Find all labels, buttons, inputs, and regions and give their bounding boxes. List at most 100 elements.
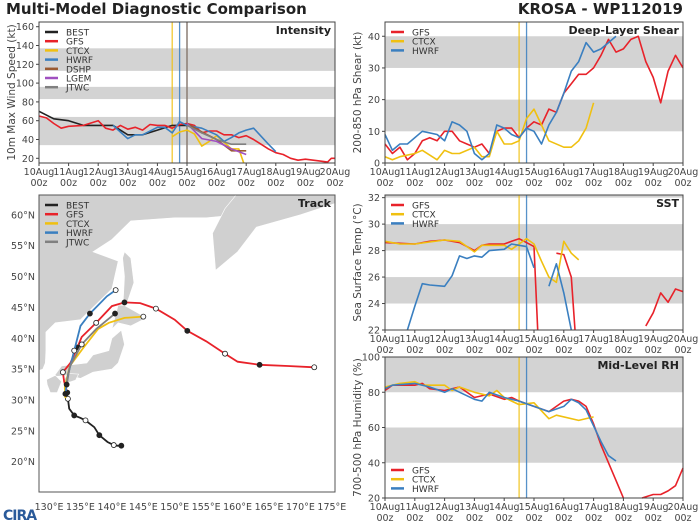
track-marker — [71, 412, 78, 419]
lon-tick-label: 145°E — [129, 502, 158, 513]
x-tick-label: 20Aug — [668, 334, 699, 345]
y-tick-label: 40 — [368, 458, 380, 469]
y-axis-label: 200-850 hPa Shear (kt) — [352, 32, 364, 154]
land-kyushu — [46, 374, 62, 393]
series-line-jtwc — [186, 124, 247, 145]
land-layer — [39, 195, 335, 393]
legend-label: HWRF — [66, 56, 93, 66]
x-tick-label: 00z — [30, 178, 47, 189]
x-tick-label: 00z — [406, 345, 423, 356]
series-line-ctcx — [384, 237, 580, 284]
intensity-panel: 2040608010012014016010Aug00z11Aug00z12Au… — [6, 21, 351, 189]
x-tick-label: 12Aug — [83, 167, 114, 178]
lon-tick-label: 140°E — [97, 502, 126, 513]
x-tick-label: 11Aug — [399, 167, 430, 178]
x-tick-label: 18Aug — [608, 167, 639, 178]
figure-title: Multi-Model Diagnostic Comparison — [6, 0, 307, 18]
x-tick-label: 00z — [119, 178, 136, 189]
series-line-ctcx — [171, 129, 245, 164]
x-tick-label: 10Aug — [24, 167, 55, 178]
legend-label: CTCX — [412, 476, 436, 486]
legend-label: GFS — [412, 467, 430, 477]
x-tick-label: 20Aug — [320, 167, 351, 178]
x-tick-label: 20Aug — [668, 167, 699, 178]
lon-tick-label: 165°E — [255, 502, 284, 513]
x-tick-label: 10Aug — [370, 167, 401, 178]
x-tick-label: 18Aug — [608, 502, 639, 513]
x-tick-label: 00z — [585, 513, 602, 524]
track-marker — [87, 310, 93, 317]
lon-tick-label: 150°E — [160, 502, 189, 513]
lat-tick-label: 30°N — [11, 395, 35, 406]
x-tick-label: 00z — [436, 513, 453, 524]
plot-frame — [38, 194, 336, 493]
y-axis-label: 700-500 hPa Humidity (%) — [352, 358, 364, 497]
lon-tick-label: 160°E — [223, 502, 252, 513]
lat-tick-label: 35°N — [11, 365, 35, 376]
legend-label: DSHP — [66, 65, 91, 75]
y-axis-label: 10m Max Wind Speed (kt) — [6, 24, 18, 160]
track-marker — [152, 305, 159, 312]
x-tick-label: 12Aug — [429, 502, 460, 513]
x-tick-label: 11Aug — [53, 167, 84, 178]
x-tick-label: 00z — [466, 178, 483, 189]
x-tick-label: 00z — [645, 178, 662, 189]
x-tick-label: 19Aug — [638, 334, 669, 345]
lat-tick-label: 60°N — [11, 210, 35, 221]
x-tick-label: 00z — [525, 345, 542, 356]
land-kamchatka — [212, 195, 335, 271]
y-tick-label: 28 — [368, 246, 380, 257]
x-tick-label: 14Aug — [489, 334, 520, 345]
track-marker — [59, 369, 66, 376]
legend-label: BEST — [66, 202, 90, 212]
cira-logo: CIRA — [3, 508, 37, 524]
legend-label: GFS — [412, 202, 430, 212]
shading-band — [385, 357, 683, 393]
y-tick-label: 30 — [368, 63, 380, 74]
track-marker — [110, 442, 117, 448]
legend-label: CTCX — [66, 47, 90, 57]
lon-tick-label: 130°E — [35, 502, 64, 513]
x-tick-label: 00z — [406, 513, 423, 524]
x-tick-label: 13Aug — [459, 334, 490, 345]
x-tick-label: 17Aug — [578, 334, 609, 345]
x-tick-label: 18Aug — [608, 334, 639, 345]
series-line-gfs — [384, 35, 684, 161]
x-tick-label: 00z — [615, 345, 632, 356]
y-tick-label: 60 — [368, 423, 380, 434]
panel-title: Mid-Level RH — [597, 359, 679, 372]
y-tick-label: 24 — [368, 299, 380, 310]
x-tick-label: 12Aug — [429, 167, 460, 178]
legend-label: CTCX — [412, 211, 436, 221]
x-tick-label: 16Aug — [548, 167, 579, 178]
legend-label: CTCX — [66, 220, 90, 230]
x-tick-label: 11Aug — [399, 502, 430, 513]
x-tick-label: 19Aug — [638, 502, 669, 513]
x-tick-label: 00z — [555, 345, 572, 356]
track-marker — [311, 364, 318, 371]
x-tick-label: 13Aug — [112, 167, 143, 178]
x-tick-label: 16Aug — [201, 167, 232, 178]
x-tick-label: 00z — [496, 513, 513, 524]
x-tick-label: 00z — [60, 178, 77, 189]
x-tick-label: 16Aug — [548, 334, 579, 345]
lat-tick-label: 20°N — [11, 457, 35, 468]
x-tick-label: 00z — [238, 178, 255, 189]
x-tick-label: 17Aug — [231, 167, 262, 178]
x-tick-label: 19Aug — [290, 167, 321, 178]
x-tick-label: 00z — [466, 345, 483, 356]
track-marker — [184, 327, 191, 334]
y-tick-label: 80 — [368, 388, 380, 399]
x-tick-label: 18Aug — [260, 167, 291, 178]
x-tick-label: 11Aug — [399, 334, 430, 345]
x-tick-label: 00z — [376, 178, 393, 189]
x-tick-label: 00z — [674, 345, 691, 356]
shading-band — [385, 36, 683, 68]
y-tick-label: 0 — [374, 159, 380, 170]
series-line-hwrf — [112, 120, 277, 153]
legend-label: GFS — [412, 29, 430, 39]
x-tick-label: 00z — [555, 178, 572, 189]
y-tick-label: 60 — [22, 116, 34, 127]
series-line-lgem — [186, 122, 247, 156]
legend-label: HWRF — [412, 485, 439, 495]
